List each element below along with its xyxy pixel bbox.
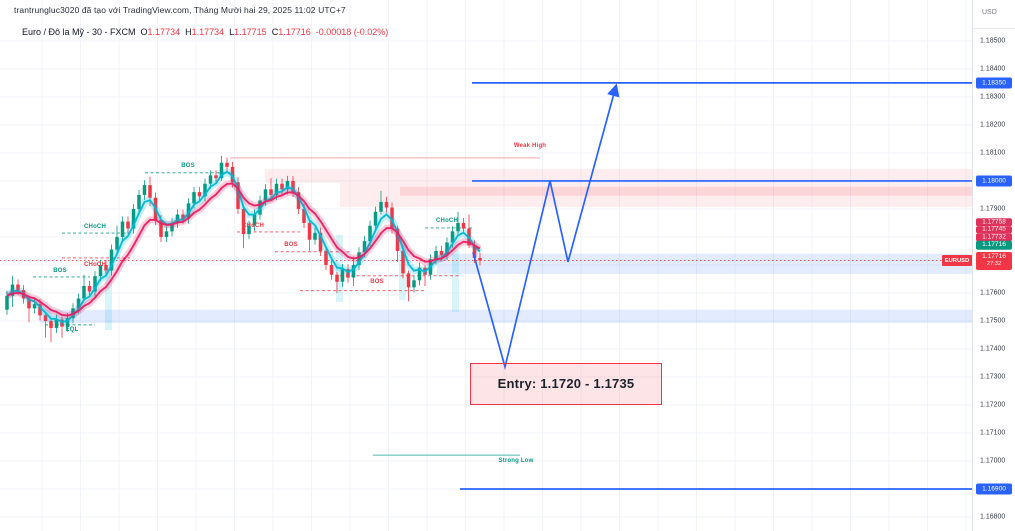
- axis-price-label: 1.17100: [980, 429, 1006, 437]
- ohlc-values: O1.17734 H1.17734 L1.17715 C1.17716 -0.00018…: [140, 27, 389, 37]
- axis-price-label: 1.17200: [980, 401, 1006, 409]
- axis-price-badge: 1.17716 27:32: [976, 251, 1012, 270]
- attribution-text: trantrungluc3020 đã tạo với TradingView.…: [14, 5, 346, 15]
- axis-price-label: 1.17500: [980, 317, 1006, 325]
- entry-text: Entry: 1.1720 - 1.1735: [497, 376, 635, 392]
- axis-price-badge: 1.17732: [976, 233, 1012, 241]
- axis-price-badge: 1.17745: [976, 226, 1012, 234]
- ticker-chip: EURUSD: [942, 255, 972, 266]
- axis-price-label: 1.17400: [980, 345, 1006, 353]
- symbol-legend[interactable]: Euro / Đô la Mỹ - 30 - FXCM O1.17734 H1.17…: [22, 27, 388, 37]
- structure-label: BOS: [53, 267, 67, 274]
- price-scale-header: [973, 0, 1015, 29]
- structure-label: BOS: [181, 162, 195, 169]
- structure-label: BOS: [284, 241, 298, 248]
- axis-price-label: 1.16800: [980, 513, 1006, 521]
- entry-annotation[interactable]: Entry: 1.1720 - 1.1735: [470, 362, 662, 405]
- structure-label: CHoCH: [242, 223, 264, 229]
- supply-demand-zones: [40, 168, 972, 330]
- axis-price-badge: 1.16900: [976, 483, 1012, 495]
- axis-price-badge: 1.17716: [976, 240, 1012, 250]
- axis-price-label: 1.18100: [980, 149, 1006, 157]
- axis-price-label: 1.17900: [980, 205, 1006, 213]
- chart-canvas[interactable]: [0, 0, 972, 531]
- axis-price-label: 1.18500: [980, 37, 1006, 45]
- structure-label: BOS: [370, 278, 384, 285]
- axis-price-label: 1.17300: [980, 373, 1006, 381]
- axis-currency-label: USD: [982, 9, 997, 16]
- axis-price-badge: 1.18000: [976, 175, 1012, 187]
- axis-price-label: 1.17600: [980, 289, 1006, 297]
- structure-label: CHoCH: [84, 261, 106, 268]
- axis-price-label: 1.18200: [980, 121, 1006, 129]
- axis-price-badge: 1.17758: [976, 218, 1012, 226]
- trade-plan-arrow: [472, 83, 620, 371]
- structure-label: CHoCH: [84, 223, 106, 230]
- price-scale[interactable]: USD 1.18500 1.18400 1.18300 1.18200 1.18100 1…: [972, 0, 1015, 531]
- symbol-title: Euro / Đô la Mỹ - 30 - FXCM: [22, 27, 136, 37]
- axis-price-label: 1.18300: [980, 93, 1006, 101]
- structure-label: Strong Low: [498, 457, 534, 464]
- structure-label: CHoCH: [436, 217, 458, 224]
- trade-path: [472, 83, 620, 371]
- axis-price-label: 1.17000: [980, 457, 1006, 465]
- axis-price-badge: 1.18350: [976, 77, 1012, 89]
- ma-ribbons: [4, 167, 483, 326]
- structure-lines: [33, 172, 472, 326]
- structure-label: Weak High: [513, 142, 547, 149]
- axis-price-label: 1.18400: [980, 65, 1006, 73]
- structure-label: EQL: [65, 326, 79, 333]
- horizontal-levels: [230, 82, 972, 490]
